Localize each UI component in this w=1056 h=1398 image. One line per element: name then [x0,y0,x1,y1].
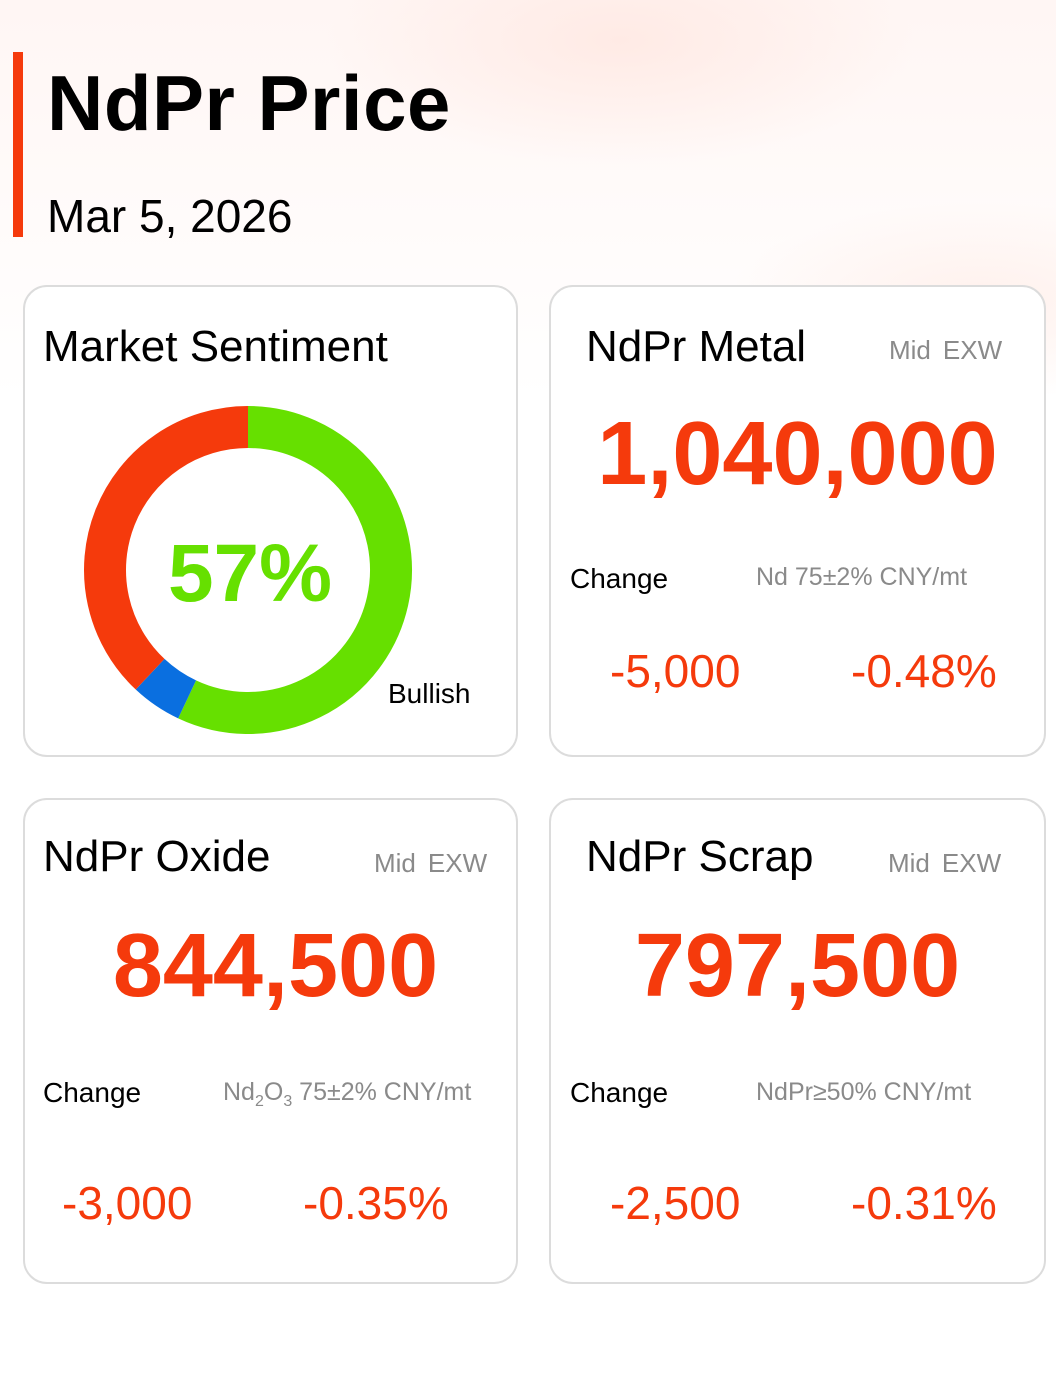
sentiment-percent: 57% [167,528,333,619]
metal-title: NdPr Metal [586,322,807,371]
ndpr-oxide-card: NdPr Oxide Mid EXW 844,500 Change Nd2O3 7… [23,798,518,1284]
oxide-change-abs: -3,000 [62,1177,193,1229]
oxide-title: NdPr Oxide [43,832,271,881]
ndpr-metal-card: NdPr Metal Mid EXW 1,040,000 Change Nd 75… [549,285,1046,757]
metal-meta: Mid EXW [889,335,1002,365]
scrap-change-abs: -2,500 [610,1177,741,1229]
scrap-change-pct: -0.31% [851,1177,997,1229]
sentiment-legend-label: Bullish [388,678,471,709]
scrap-spec: NdPr≥50% CNY/mt [756,1078,972,1106]
oxide-spec-sub-3: 3 [283,1093,293,1110]
metal-change-abs: -5,000 [610,645,741,697]
scrap-meta-mid: Mid [888,848,930,878]
oxide-change-pct: -0.35% [303,1177,449,1229]
scrap-meta-exw: EXW [941,848,1002,878]
oxide-spec: Nd2O3 75±2% CNY/mt [223,1077,471,1117]
oxide-change-label: Change [43,1077,142,1108]
oxide-spec-rest: 75±2% CNY/mt [292,1078,472,1106]
sentiment-title: Market Sentiment [43,322,388,371]
oxide-spec-sub-2: 2 [254,1093,264,1110]
metal-price: 1,040,000 [597,404,998,504]
metal-meta-mid: Mid [889,335,931,365]
scrap-title: NdPr Scrap [586,832,814,881]
scrap-price: 797,500 [634,916,961,1016]
oxide-spec-nd: Nd [223,1078,255,1106]
page-date: Mar 5, 2026 [47,190,293,242]
metal-change-pct: -0.48% [851,645,997,697]
ndpr-scrap-card: NdPr Scrap Mid EXW 797,500 Change NdPr≥50… [549,798,1046,1284]
scrap-change-label: Change [570,1077,669,1108]
metal-change-label: Change [570,563,669,594]
oxide-spec-o: O [263,1078,284,1106]
metal-meta-exw: EXW [942,335,1003,365]
title-accent-bar [13,52,23,237]
oxide-price: 844,500 [112,916,439,1016]
metal-spec: Nd 75±2% CNY/mt [756,563,968,591]
oxide-meta-exw: EXW [427,848,488,878]
scrap-meta: Mid EXW [888,848,1001,878]
oxide-meta: Mid EXW [374,848,487,878]
oxide-meta-mid: Mid [374,848,416,878]
page-title: NdPr Price [47,59,451,147]
